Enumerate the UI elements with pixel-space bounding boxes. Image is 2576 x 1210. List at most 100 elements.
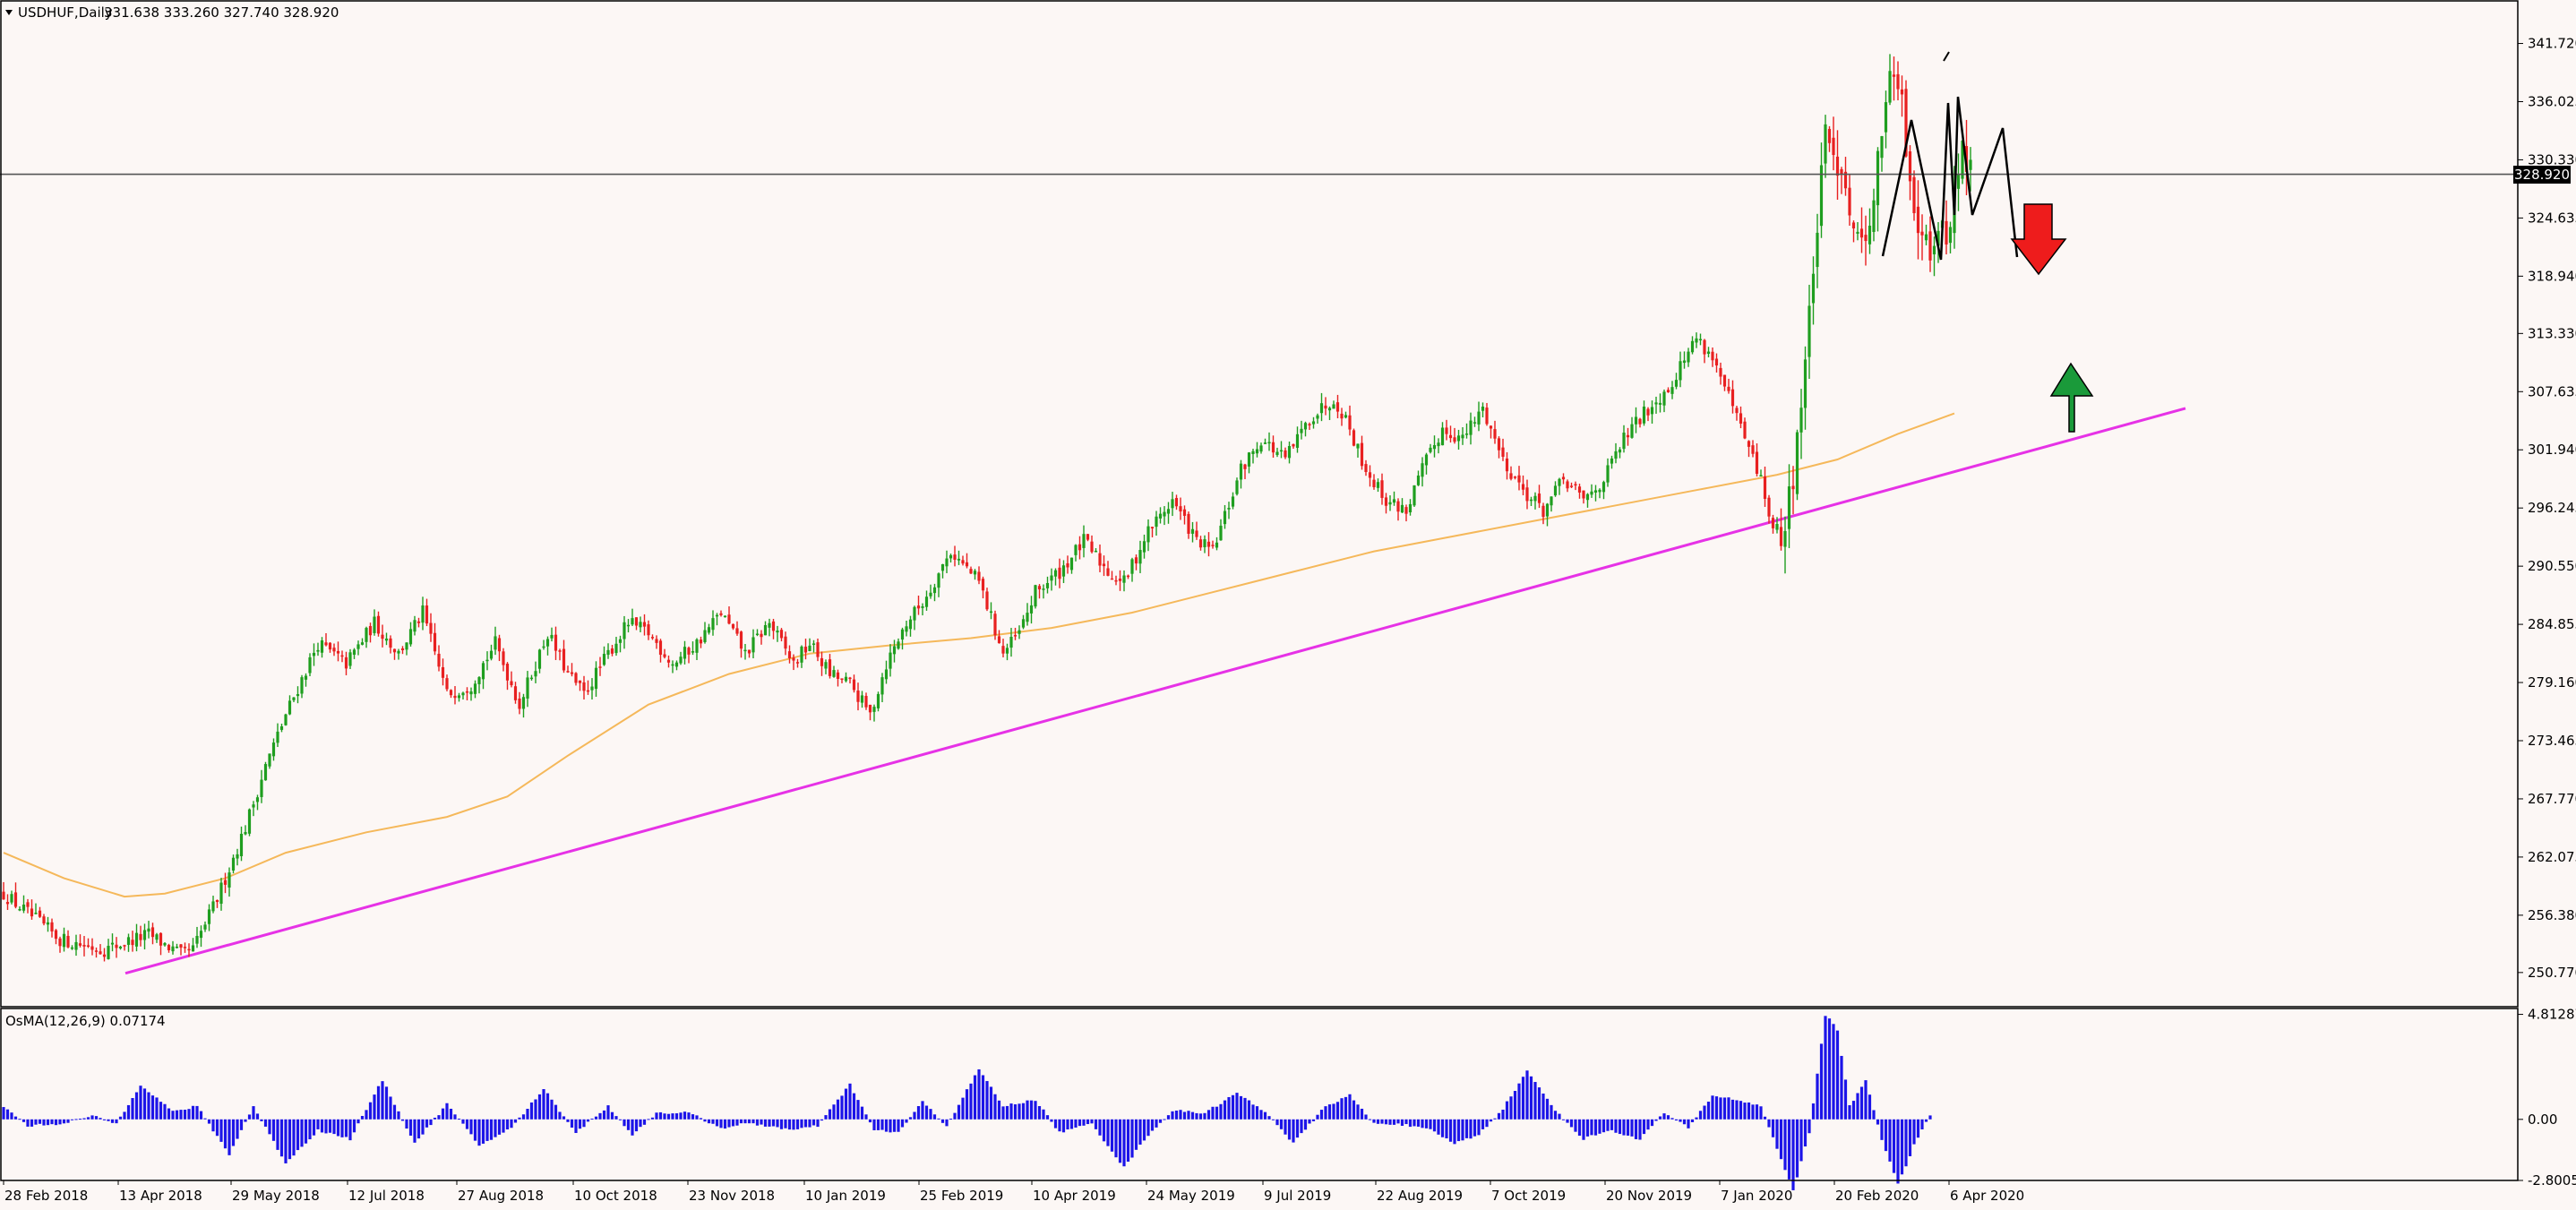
osma-bar xyxy=(562,1116,566,1120)
candle xyxy=(1888,54,1892,106)
osma-bar xyxy=(1292,1119,1295,1143)
osma-bar xyxy=(832,1104,836,1120)
osma-bar xyxy=(304,1119,308,1144)
double-top-pattern-lines[interactable] xyxy=(1881,96,2019,261)
osma-bar xyxy=(1550,1104,1553,1120)
candle xyxy=(1654,396,1658,414)
osma-bar xyxy=(1662,1113,1666,1120)
osma-bar xyxy=(1618,1119,1622,1135)
candle xyxy=(1807,284,1811,379)
x-tick-label: 6 Apr 2020 xyxy=(1950,1188,2024,1204)
osma-bar xyxy=(1376,1119,1380,1124)
candle xyxy=(768,618,771,637)
candle xyxy=(913,605,916,631)
candle xyxy=(1900,75,1904,117)
candle xyxy=(228,867,231,897)
osma-bar xyxy=(1755,1104,1759,1120)
candle xyxy=(1090,535,1094,554)
candle xyxy=(1102,555,1106,577)
osma-bar xyxy=(54,1119,58,1126)
osma-bar xyxy=(1658,1116,1662,1120)
osma-bar xyxy=(897,1119,900,1132)
osma-bar xyxy=(1827,1018,1832,1120)
osma-bar xyxy=(953,1112,957,1120)
candle xyxy=(1706,347,1711,357)
candle xyxy=(985,588,989,612)
osma-bar xyxy=(437,1115,441,1120)
candle xyxy=(489,644,494,661)
down-arrow-icon[interactable] xyxy=(2010,203,2067,276)
candle xyxy=(465,687,469,700)
candle xyxy=(38,906,42,918)
osma-bar xyxy=(1098,1119,1102,1136)
support-trendline[interactable] xyxy=(125,407,2186,975)
osma-bar xyxy=(1279,1119,1284,1129)
x-tick-label: 29 May 2018 xyxy=(232,1188,320,1204)
candle xyxy=(1146,519,1150,552)
up-arrow-icon[interactable] xyxy=(2049,362,2094,433)
osma-bar xyxy=(1517,1083,1521,1120)
chart-menu-triangle-icon[interactable] xyxy=(5,10,13,15)
osma-bar xyxy=(1771,1119,1775,1137)
osma-bar xyxy=(594,1116,598,1120)
current-price-label: 328.920 xyxy=(2514,167,2570,183)
osma-bar xyxy=(691,1114,695,1120)
osma-bar xyxy=(1380,1119,1384,1124)
candle xyxy=(1445,419,1448,441)
osma-bar xyxy=(416,1119,421,1139)
osma-bar xyxy=(800,1119,803,1128)
candle xyxy=(457,692,461,702)
osma-bar xyxy=(1703,1105,1706,1120)
osma-bar xyxy=(115,1119,118,1124)
osma-bar xyxy=(864,1114,868,1120)
candle xyxy=(187,943,191,957)
candle xyxy=(623,615,626,649)
osma-bar xyxy=(1626,1119,1630,1136)
price-y-tick-label: 301.940 xyxy=(2528,442,2576,458)
candle xyxy=(1424,452,1429,475)
candle xyxy=(1948,221,1953,253)
candle xyxy=(876,691,880,712)
candle xyxy=(1078,536,1082,560)
osma-bar xyxy=(590,1118,594,1120)
candle xyxy=(437,645,441,672)
candle xyxy=(1219,519,1223,541)
osma-bar xyxy=(1763,1116,1767,1120)
osma-bar xyxy=(1018,1103,1021,1120)
candle xyxy=(973,569,977,580)
candle xyxy=(1687,348,1690,367)
osma-bar xyxy=(348,1119,352,1141)
osma-bar xyxy=(1695,1117,1698,1120)
candle xyxy=(803,639,808,660)
osma-panel[interactable] xyxy=(2,1016,1932,1190)
osma-bar xyxy=(1122,1119,1126,1167)
osma-bar xyxy=(1630,1119,1634,1137)
candle xyxy=(42,914,46,926)
candle xyxy=(836,669,840,687)
candle xyxy=(1606,458,1610,487)
candle xyxy=(582,675,586,699)
osma-bar xyxy=(771,1119,776,1127)
osma-bar xyxy=(381,1081,384,1120)
osma-bar xyxy=(1824,1016,1827,1120)
osma-bar xyxy=(876,1119,880,1130)
candle xyxy=(34,903,38,914)
candle xyxy=(602,646,606,666)
candle xyxy=(1743,417,1747,440)
ohlc-label: 331.638 333.260 327.740 328.920 xyxy=(104,4,339,21)
candle xyxy=(747,649,751,658)
candle xyxy=(892,639,897,663)
osma-bar xyxy=(908,1117,913,1120)
candle xyxy=(1404,504,1408,522)
osma-bar xyxy=(1146,1119,1150,1137)
candle xyxy=(562,639,566,674)
candle xyxy=(99,944,102,955)
price-panel[interactable] xyxy=(0,51,2518,975)
osma-bar xyxy=(1384,1119,1388,1125)
candle xyxy=(872,704,876,722)
osma-bar xyxy=(461,1119,465,1124)
candle xyxy=(811,639,816,653)
osma-bar xyxy=(1440,1119,1445,1137)
